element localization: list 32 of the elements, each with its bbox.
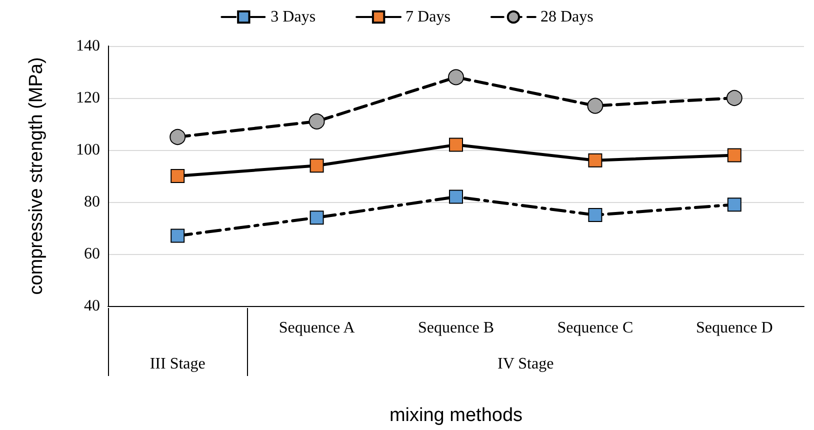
x-axis-title: mixing methods xyxy=(389,405,523,426)
x-tick-label: Sequence C xyxy=(557,320,634,336)
point xyxy=(170,129,186,145)
point xyxy=(449,190,463,204)
point xyxy=(726,90,742,106)
point xyxy=(170,228,185,243)
y-tick-label: 40 xyxy=(84,298,100,314)
point xyxy=(588,153,602,168)
x-tick-label: Sequence A xyxy=(278,320,356,336)
x-tick-label: Sequence D xyxy=(696,320,773,336)
point xyxy=(308,113,325,130)
point xyxy=(727,148,742,162)
y-tick-label: 120 xyxy=(76,90,100,106)
y-tick-label: 80 xyxy=(84,194,100,210)
point xyxy=(588,208,602,222)
y-tick-label: 100 xyxy=(76,142,100,158)
point xyxy=(449,138,463,152)
y-tick-label: 140 xyxy=(76,38,100,54)
point xyxy=(310,210,324,225)
text: III Stage xyxy=(150,356,206,372)
y-tick-label: 60 xyxy=(84,246,100,262)
point xyxy=(727,198,742,212)
y-axis-title: compressive strength (MPa) xyxy=(26,57,47,295)
point xyxy=(587,98,604,114)
point xyxy=(170,169,185,183)
legend-label: 3 Days xyxy=(270,8,316,26)
point xyxy=(310,158,324,173)
point xyxy=(448,69,464,86)
legend-label: 28 Days xyxy=(540,8,594,26)
x-tick-label: Sequence B xyxy=(418,320,494,336)
legend-label: 7 Days xyxy=(406,8,450,26)
text: IV Stage xyxy=(498,356,554,372)
